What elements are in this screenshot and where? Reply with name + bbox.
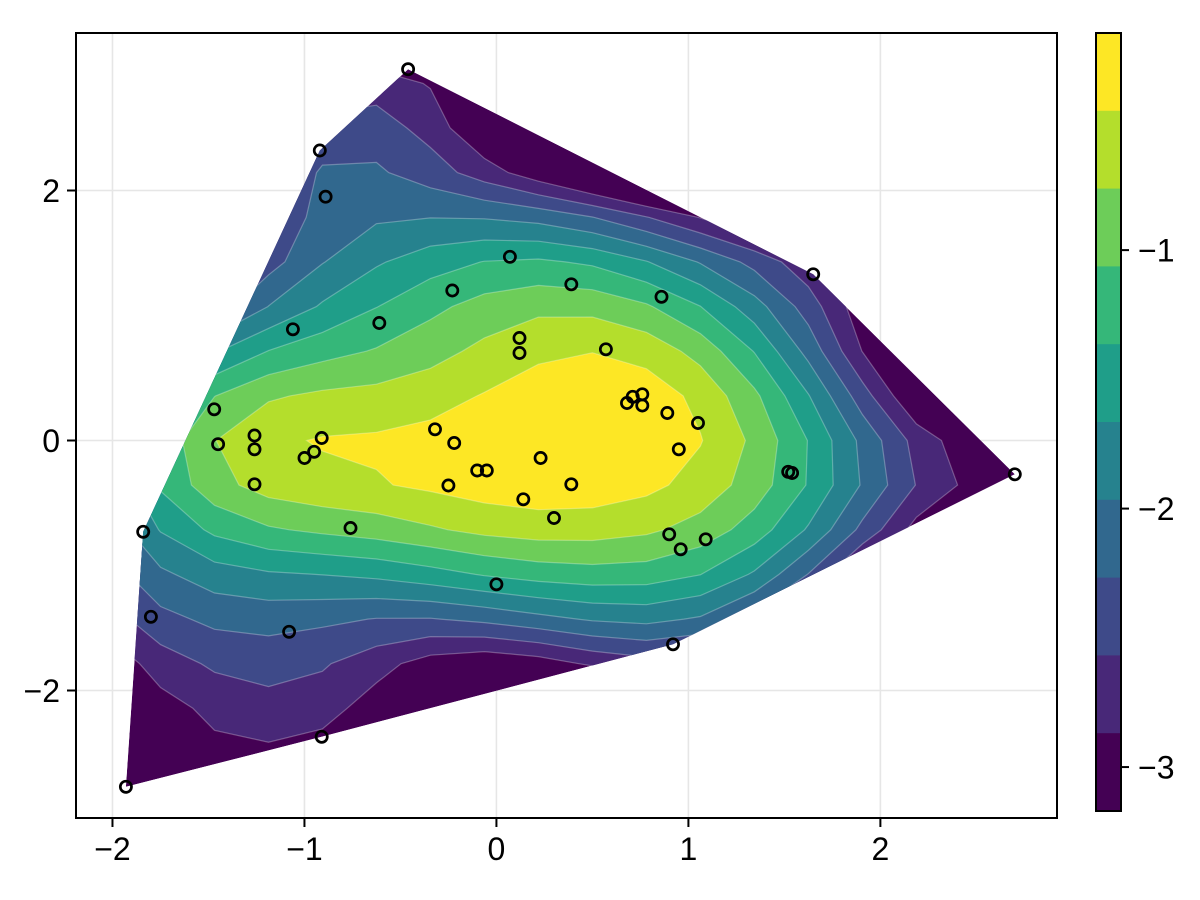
scatter-point [489,577,504,592]
scatter-point [635,398,650,413]
scatter-point [143,609,158,624]
scatter-point [1007,467,1022,482]
scatter-point [479,463,494,478]
scatter-point [207,402,222,417]
scatter-point [671,442,686,457]
scatter-point [673,542,688,557]
y-tick-label: 2 [42,173,60,209]
scatter-point [547,511,561,525]
scatter-point [598,342,613,357]
colorbar-band [1096,733,1121,812]
scatter-point [312,143,327,158]
scatter-point [318,189,333,204]
scatter-point [564,277,579,292]
scatter-point [441,478,456,493]
axis-layer: −2 −1 0 1 2 −2 0 2 [24,173,890,867]
scatter-point [307,444,322,459]
scatter-point [502,249,517,264]
scatter-point [372,316,387,330]
colorbar-band [1096,266,1121,345]
x-tick-label: −1 [286,831,322,867]
scatter-point [691,416,705,430]
plot-frame [75,32,1058,819]
scatter-point [445,283,460,298]
scatter-point [516,492,531,507]
scatter-point [211,437,226,452]
colorbar: −1 −2 −3 [1095,32,1174,812]
colorbar-tick-label: −2 [1138,491,1174,527]
x-tick-label: −2 [94,831,130,867]
scatter-point [806,267,821,282]
scatter-point [285,322,300,337]
colorbar-band [1096,422,1121,501]
scatter-point [785,466,800,480]
x-tick-label: 1 [680,831,698,867]
scatter-point [654,289,669,304]
scatter-point [698,532,713,547]
scatter-point [343,521,358,535]
contour-band-layer [125,69,1015,787]
colorbar-band [1096,577,1121,656]
scatter-point [282,624,297,639]
colorbar-band [1096,110,1121,190]
y-tick-label: −2 [24,673,60,709]
scatter-point [314,431,329,445]
scatter-point [247,442,262,457]
scatter-point [564,477,579,492]
colorbar-tick-label: −1 [1138,233,1174,269]
scatter-point [512,346,527,360]
colorbar-frame [1095,32,1122,812]
colorbar-band [1096,188,1121,267]
contour-band [305,352,704,511]
x-tick-label: 0 [488,831,506,867]
scatter-point [247,477,262,492]
colorbar-band [1096,655,1121,734]
colorbar-band [1096,344,1121,423]
y-tick-label: 0 [42,423,60,459]
colorbar-band [1096,33,1121,112]
scatter-point [447,436,462,450]
scatter-point [662,527,677,542]
scatter-point [428,422,442,437]
scatter-point [247,428,262,443]
scatter-point [297,451,312,465]
scatter-point [136,524,151,539]
scatter-point [660,406,675,420]
colorbar-tick-label: −3 [1138,750,1174,786]
scatter-point [533,451,548,465]
scatter-layer [118,62,1022,794]
colorbar-band [1096,499,1121,579]
scatter-point [401,62,416,77]
scatter-point [118,779,133,794]
scatter-point [666,637,680,652]
scatter-point [512,331,527,345]
x-tick-label: 2 [871,831,889,867]
scatter-point [314,729,329,744]
scatter-point [470,463,485,478]
